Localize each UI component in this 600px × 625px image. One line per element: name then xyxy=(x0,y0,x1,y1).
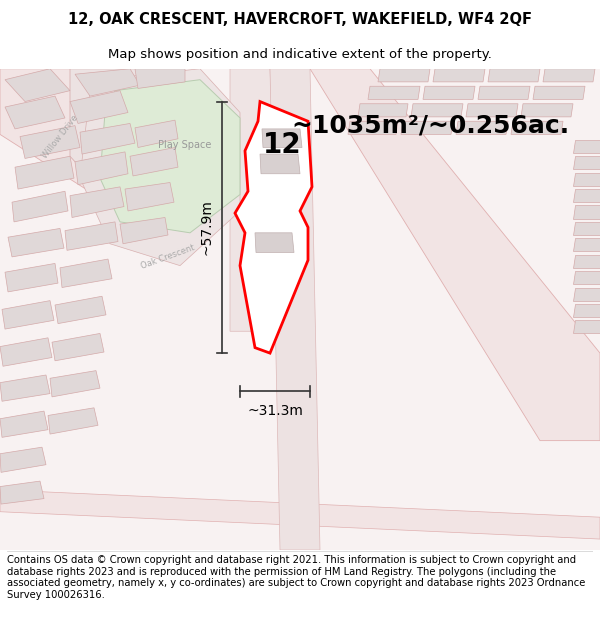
Text: Play Space: Play Space xyxy=(158,140,212,150)
Polygon shape xyxy=(75,69,140,96)
Polygon shape xyxy=(5,96,65,129)
Polygon shape xyxy=(60,259,112,288)
Polygon shape xyxy=(411,104,463,117)
Text: Contains OS data © Crown copyright and database right 2021. This information is : Contains OS data © Crown copyright and d… xyxy=(7,555,586,600)
Polygon shape xyxy=(0,69,600,550)
Polygon shape xyxy=(358,104,408,117)
Polygon shape xyxy=(0,448,46,472)
Polygon shape xyxy=(573,140,600,153)
Polygon shape xyxy=(368,86,420,99)
Polygon shape xyxy=(20,126,80,158)
Polygon shape xyxy=(135,120,178,148)
Polygon shape xyxy=(0,375,50,401)
Polygon shape xyxy=(573,320,600,334)
Polygon shape xyxy=(5,69,70,101)
Polygon shape xyxy=(262,129,302,148)
Polygon shape xyxy=(0,490,600,539)
Polygon shape xyxy=(70,69,230,244)
Polygon shape xyxy=(8,228,64,257)
Text: 12, OAK CRESCENT, HAVERCROFT, WAKEFIELD, WF4 2QF: 12, OAK CRESCENT, HAVERCROFT, WAKEFIELD,… xyxy=(68,12,532,27)
Polygon shape xyxy=(50,371,100,397)
Polygon shape xyxy=(48,408,98,434)
Polygon shape xyxy=(270,69,320,550)
Polygon shape xyxy=(15,156,74,189)
Polygon shape xyxy=(5,264,58,292)
Polygon shape xyxy=(70,91,128,124)
Polygon shape xyxy=(230,69,280,331)
Polygon shape xyxy=(80,69,240,266)
Polygon shape xyxy=(488,69,540,82)
Polygon shape xyxy=(310,69,600,441)
Polygon shape xyxy=(401,121,453,134)
Polygon shape xyxy=(0,411,48,437)
Polygon shape xyxy=(423,86,475,99)
Text: Willow Drive: Willow Drive xyxy=(40,113,80,160)
Polygon shape xyxy=(573,222,600,235)
Polygon shape xyxy=(573,156,600,169)
Polygon shape xyxy=(80,124,135,154)
Polygon shape xyxy=(52,334,104,361)
Polygon shape xyxy=(466,104,518,117)
Polygon shape xyxy=(255,232,294,253)
Polygon shape xyxy=(573,255,600,268)
Polygon shape xyxy=(573,189,600,202)
Polygon shape xyxy=(120,217,168,244)
Polygon shape xyxy=(573,238,600,251)
Polygon shape xyxy=(55,296,106,324)
Polygon shape xyxy=(0,69,160,211)
Polygon shape xyxy=(75,152,128,185)
Polygon shape xyxy=(235,101,312,353)
Polygon shape xyxy=(573,304,600,317)
Polygon shape xyxy=(573,288,600,301)
Polygon shape xyxy=(348,121,398,134)
Text: ~31.3m: ~31.3m xyxy=(247,404,303,418)
Polygon shape xyxy=(543,69,595,82)
Polygon shape xyxy=(70,187,124,218)
Polygon shape xyxy=(533,86,585,99)
Polygon shape xyxy=(573,206,600,219)
Polygon shape xyxy=(378,69,430,82)
Polygon shape xyxy=(125,182,174,211)
Polygon shape xyxy=(0,338,52,366)
Polygon shape xyxy=(573,271,600,284)
Polygon shape xyxy=(433,69,485,82)
Text: 12: 12 xyxy=(263,131,301,159)
Polygon shape xyxy=(100,79,240,232)
Text: ~1035m²/~0.256ac.: ~1035m²/~0.256ac. xyxy=(291,114,569,138)
Polygon shape xyxy=(260,154,300,174)
Polygon shape xyxy=(65,222,118,250)
Text: Map shows position and indicative extent of the property.: Map shows position and indicative extent… xyxy=(108,48,492,61)
Text: Oak Crescent: Oak Crescent xyxy=(140,243,196,271)
Polygon shape xyxy=(2,301,54,329)
Text: ~57.9m: ~57.9m xyxy=(199,199,213,255)
Polygon shape xyxy=(511,121,563,134)
Polygon shape xyxy=(456,121,508,134)
Polygon shape xyxy=(478,86,530,99)
Polygon shape xyxy=(0,481,44,504)
Polygon shape xyxy=(130,148,178,176)
Polygon shape xyxy=(521,104,573,117)
Polygon shape xyxy=(573,173,600,186)
Polygon shape xyxy=(12,191,68,222)
Polygon shape xyxy=(135,69,185,88)
